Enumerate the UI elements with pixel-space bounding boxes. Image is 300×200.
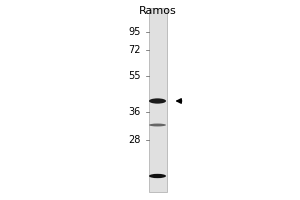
Bar: [148, 8, 166, 192]
Text: 72: 72: [128, 45, 141, 55]
Ellipse shape: [149, 98, 166, 104]
Text: 95: 95: [129, 27, 141, 37]
Text: 55: 55: [128, 71, 141, 81]
Text: 36: 36: [129, 107, 141, 117]
Text: 28: 28: [129, 135, 141, 145]
Ellipse shape: [149, 124, 166, 126]
Ellipse shape: [149, 174, 166, 178]
Text: Ramos: Ramos: [139, 6, 176, 16]
